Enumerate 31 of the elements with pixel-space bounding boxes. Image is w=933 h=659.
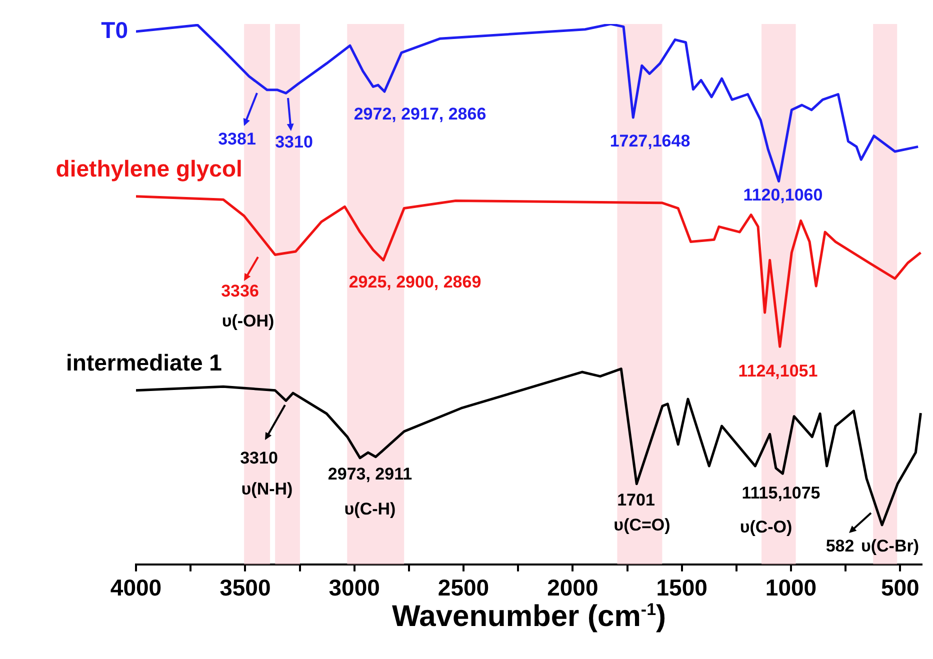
x-tick-label: 3500 (220, 574, 271, 601)
annotation: υ(C=O) (614, 516, 670, 535)
series-label: T0 (101, 16, 128, 43)
annotation: υ(N-H) (241, 480, 293, 499)
series-label: diethylene glycol (56, 156, 242, 182)
annotation: 582 (826, 536, 854, 556)
x-tick-label: 2000 (547, 574, 598, 601)
annotation: υ(C-H) (344, 500, 396, 519)
series-label: intermediate 1 (66, 350, 222, 376)
x-tick-label: 4000 (110, 574, 162, 601)
annotation: 3336 (221, 282, 259, 301)
x-tick-label: 1000 (765, 574, 817, 601)
annotation: υ(C-O) (740, 518, 792, 537)
x-tick-label: 500 (880, 574, 920, 601)
annotation: 1120,1060 (743, 186, 823, 205)
annotation: 1115,1075 (742, 484, 820, 503)
x-tick-label: 1500 (656, 574, 708, 601)
annotation: 1701 (617, 490, 655, 510)
annotation: υ(-OH) (222, 312, 274, 331)
annotation: 3310 (275, 132, 313, 152)
annotation: 1124,1051 (738, 362, 818, 381)
annotation: υ(C-Br) (860, 536, 920, 556)
annotation: 2973, 2911 (328, 464, 412, 484)
annotation: 3310 (240, 448, 278, 468)
x-axis-title: Wavenumber (cm$^{-1}$) (390, 600, 668, 634)
annotation: 3381 (218, 130, 256, 149)
x-tick-label: 2500 (438, 574, 490, 601)
annotation: 2972, 2917, 2866 (354, 104, 486, 124)
x-tick-label: 3000 (328, 574, 380, 601)
annotation: 2925, 2900, 2869 (348, 272, 482, 292)
annotation: 1727,1648 (610, 132, 690, 151)
